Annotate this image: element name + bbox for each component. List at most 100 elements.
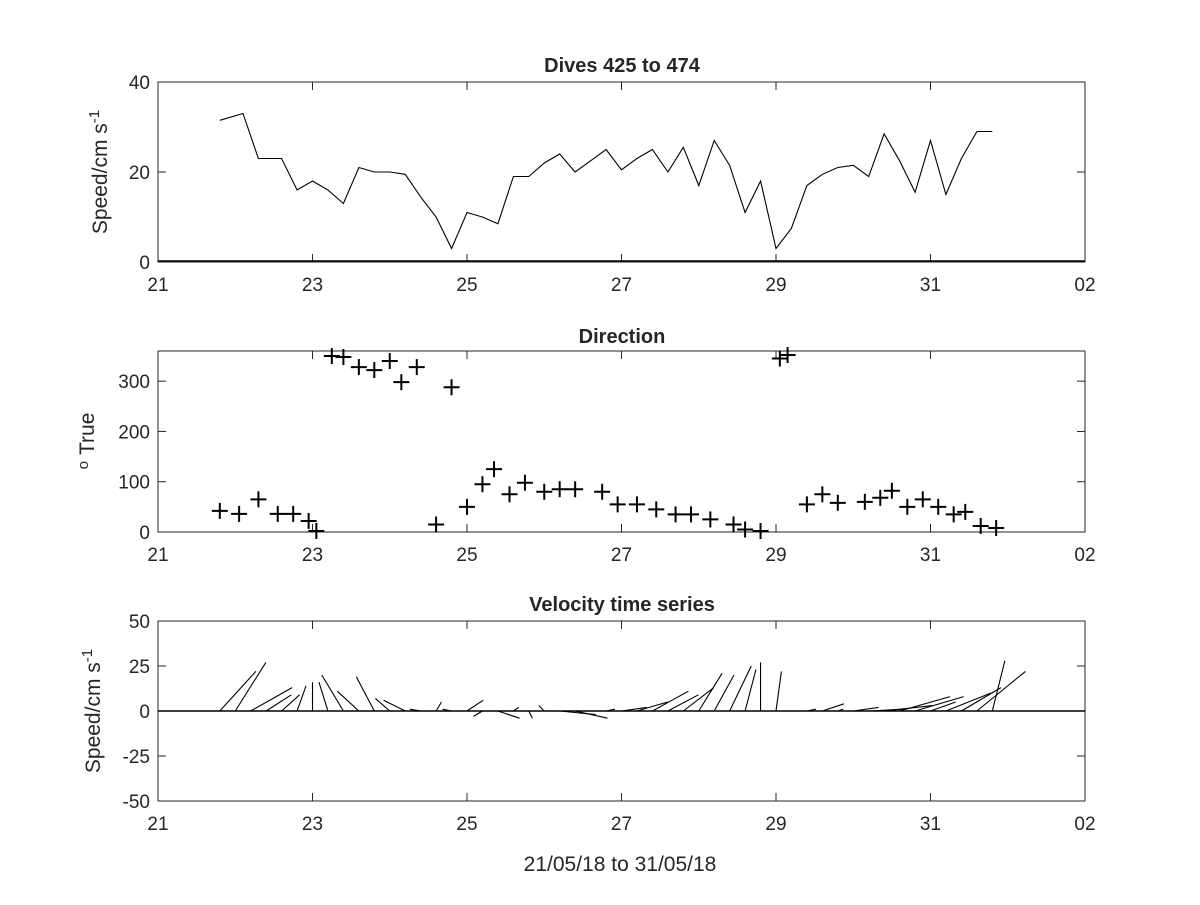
x-tick-label: 31 bbox=[920, 814, 941, 835]
x-tick-label: 02 bbox=[1074, 545, 1095, 566]
direction-point bbox=[308, 522, 325, 539]
direction-point bbox=[408, 359, 425, 376]
velocity-stick bbox=[336, 690, 360, 712]
velocity-stick bbox=[961, 687, 1002, 712]
velocity-stick bbox=[575, 710, 608, 719]
direction-point bbox=[945, 506, 962, 523]
velocity-stick bbox=[442, 708, 452, 712]
velocity-stick bbox=[355, 676, 375, 712]
velocity-stick bbox=[698, 672, 723, 712]
direction-point bbox=[737, 521, 754, 538]
direction-point bbox=[988, 519, 1005, 536]
speed-panel-title: Dives 425 to 474 bbox=[544, 55, 701, 77]
x-tick-label: 23 bbox=[302, 814, 323, 835]
velocity-stick bbox=[945, 692, 992, 712]
x-tick-label: 21 bbox=[147, 275, 168, 296]
direction-y-axis-label-text: True bbox=[76, 413, 99, 455]
direction-point bbox=[814, 486, 831, 503]
direction-point bbox=[516, 474, 533, 491]
x-tick-label: 25 bbox=[456, 545, 477, 566]
x-tick-label: 27 bbox=[611, 275, 632, 296]
velocity-stick bbox=[636, 701, 668, 712]
direction-point bbox=[486, 461, 503, 478]
direction-point bbox=[551, 481, 568, 498]
velocity-stick bbox=[296, 685, 307, 712]
direction-point bbox=[366, 362, 383, 379]
velocity-stick bbox=[528, 710, 533, 719]
y-tick-label: 200 bbox=[118, 422, 150, 443]
velocity-stick bbox=[473, 710, 483, 717]
velocity-stick bbox=[652, 690, 689, 712]
speed-y-axis-label-text: Speed/cm s bbox=[89, 123, 112, 234]
direction-point bbox=[285, 505, 302, 522]
y-tick-label: -25 bbox=[123, 747, 150, 768]
x-tick-label: 23 bbox=[302, 545, 323, 566]
direction-y-axis-label: o True bbox=[75, 413, 99, 470]
direction-point bbox=[536, 483, 553, 500]
velocity-stick bbox=[806, 708, 817, 712]
velocity-stick bbox=[281, 694, 300, 712]
velocity-stick bbox=[538, 705, 545, 712]
velocity-y-axis-label-text: Speed/cm s bbox=[82, 662, 105, 773]
direction-point bbox=[323, 348, 340, 365]
direction-point bbox=[594, 483, 611, 500]
velocity-stick bbox=[621, 706, 647, 712]
velocity-stick bbox=[234, 662, 267, 712]
velocity-panel-title: Velocity time series bbox=[529, 594, 715, 616]
speed-series-line bbox=[219, 112, 993, 250]
y-tick-label: 40 bbox=[129, 73, 150, 94]
direction-point bbox=[567, 481, 584, 498]
y-tick-label: 0 bbox=[139, 523, 150, 544]
y-tick-label: 0 bbox=[139, 253, 150, 274]
direction-point bbox=[702, 511, 719, 528]
velocity-stick bbox=[250, 687, 293, 712]
velocity-stick bbox=[605, 708, 616, 712]
x-tick-label: 29 bbox=[765, 275, 786, 296]
direction-point bbox=[972, 517, 989, 534]
speed-y-axis-label: Speed/cm s-1 bbox=[86, 110, 112, 234]
direction-point bbox=[269, 505, 286, 522]
y-tick-label: 25 bbox=[129, 657, 150, 678]
y-tick-label: 20 bbox=[129, 163, 150, 184]
direction-point bbox=[393, 374, 410, 391]
velocity-stick bbox=[374, 697, 391, 712]
x-tick-label: 25 bbox=[456, 814, 477, 835]
x-tick-label: 21 bbox=[147, 545, 168, 566]
direction-y-axis-label-prefix: o bbox=[75, 461, 92, 469]
velocity-stick bbox=[914, 696, 964, 712]
x-tick-label: 27 bbox=[611, 545, 632, 566]
speed-panel: Dives 425 to 474 Speed/cm s-1 21 23 25 27 29… bbox=[86, 55, 1096, 296]
direction-point bbox=[914, 491, 931, 508]
velocity-stick bbox=[899, 696, 951, 712]
direction-panel-title: Direction bbox=[579, 326, 666, 348]
direction-point bbox=[872, 489, 889, 506]
direction-point bbox=[428, 516, 445, 533]
direction-point bbox=[501, 486, 518, 503]
x-axis-label: 21/05/18 to 31/05/18 bbox=[524, 853, 717, 876]
direction-point bbox=[930, 498, 947, 515]
direction-point bbox=[957, 503, 974, 520]
speed-y-axis-label-superscript: -1 bbox=[86, 110, 103, 123]
velocity-stick bbox=[976, 670, 1026, 712]
velocity-y-axis-label-superscript: -1 bbox=[79, 649, 96, 662]
direction-point bbox=[609, 496, 626, 513]
direction-point bbox=[829, 494, 846, 511]
velocity-stick bbox=[318, 682, 329, 712]
direction-point bbox=[648, 501, 665, 518]
velocity-stick bbox=[513, 706, 520, 712]
direction-point bbox=[883, 482, 900, 499]
velocity-stick bbox=[265, 694, 292, 712]
x-tick-label: 29 bbox=[765, 814, 786, 835]
velocity-stick bbox=[435, 701, 442, 712]
direction-point bbox=[250, 491, 267, 508]
x-tick-label: 02 bbox=[1074, 275, 1095, 296]
velocity-stick bbox=[219, 671, 257, 712]
direction-point bbox=[899, 498, 916, 515]
velocity-stick bbox=[775, 671, 782, 712]
direction-point bbox=[683, 506, 700, 523]
direction-point bbox=[350, 359, 367, 376]
x-tick-label: 25 bbox=[456, 275, 477, 296]
velocity-stick bbox=[837, 708, 844, 712]
